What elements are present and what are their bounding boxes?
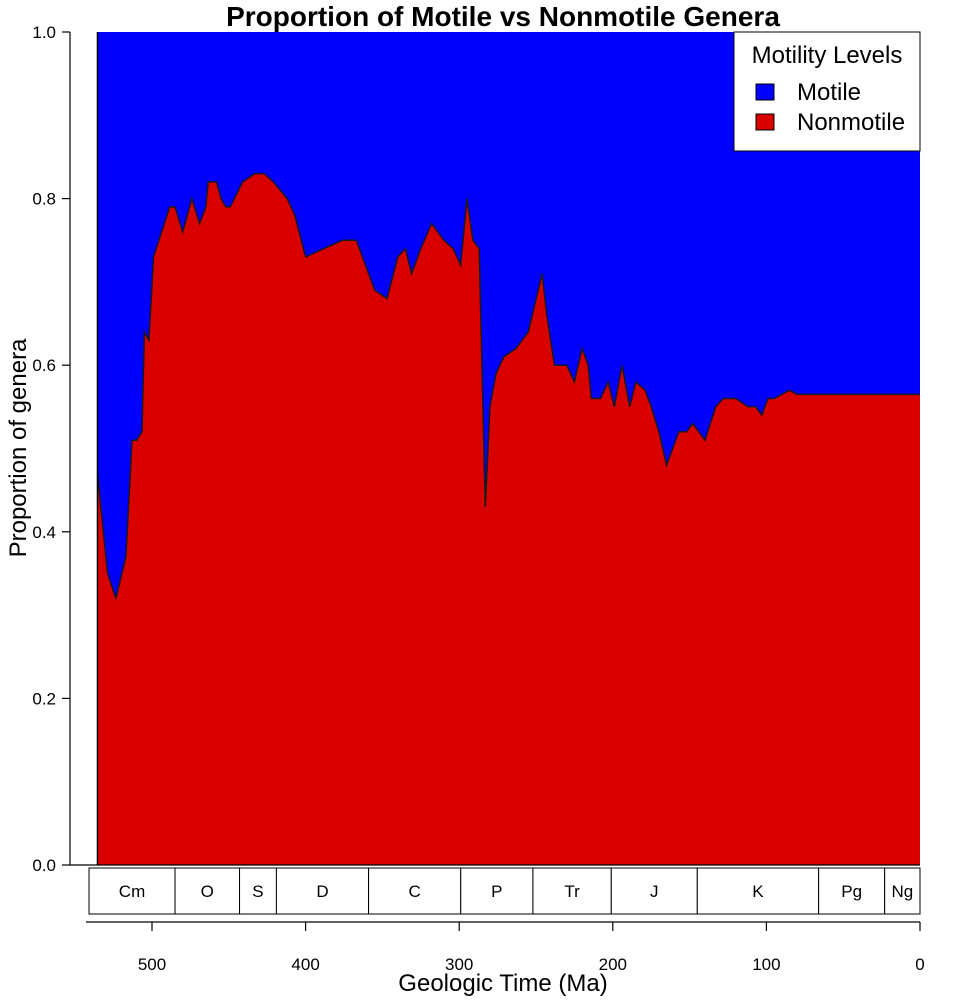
- period-box-pg: [818, 867, 886, 915]
- x-tick-label: 100: [752, 955, 780, 974]
- plot-area: [96, 32, 921, 866]
- legend: Motility Levels Motile Nonmotile: [733, 31, 921, 152]
- legend-swatch-motile: [755, 83, 775, 101]
- period-box-c: [368, 867, 462, 915]
- period-label: Tr: [564, 882, 580, 901]
- period-box-k: [696, 867, 820, 915]
- period-label: D: [316, 882, 328, 901]
- period-box-p: [460, 867, 534, 915]
- period-box-o: [174, 867, 241, 915]
- period-label: S: [252, 882, 263, 901]
- nonmotile-area: [97, 173, 921, 866]
- period-box-tr: [532, 867, 612, 915]
- y-tick-label: 0.0: [32, 856, 56, 875]
- period-box-j: [610, 867, 698, 915]
- period-box-d: [275, 867, 370, 915]
- y-axis-title: Proportion of genera: [5, 338, 32, 557]
- period-box-s: [239, 867, 277, 915]
- period-label: Pg: [841, 882, 862, 901]
- y-tick-label: 1.0: [32, 23, 56, 42]
- period-bar: Cm O S D C P Tr J K Pg Ng: [88, 867, 921, 915]
- y-tick-label: 0.6: [32, 356, 56, 375]
- period-label: Ng: [891, 882, 913, 901]
- legend-title: Motility Levels: [752, 42, 903, 69]
- x-tick-label: 300: [445, 955, 473, 974]
- period-label: O: [201, 882, 214, 901]
- period-label: Cm: [119, 882, 145, 901]
- y-tick-label: 0.4: [32, 523, 56, 542]
- x-tick-label: 500: [138, 955, 166, 974]
- y-tick-label: 0.2: [32, 689, 56, 708]
- period-label: K: [752, 882, 764, 901]
- chart-title: Proportion of Motile vs Nonmotile Genera: [226, 1, 780, 32]
- period-label: J: [650, 882, 659, 901]
- x-axis: 500 400 300 200 100 0: [86, 921, 925, 974]
- y-axis: 0.0 0.2 0.4 0.6 0.8 1.0: [32, 23, 920, 875]
- boundary-line: [96, 172, 920, 602]
- legend-label-motile: Motile: [797, 79, 861, 106]
- x-tick-label: 0: [915, 955, 924, 974]
- period-label: C: [409, 882, 421, 901]
- x-axis-title: Geologic Time (Ma): [398, 970, 607, 997]
- period-label: P: [491, 882, 502, 901]
- y-tick-label: 0.8: [32, 190, 56, 209]
- period-box-ng: [884, 867, 921, 915]
- x-tick-label: 400: [291, 955, 319, 974]
- x-tick-label: 200: [599, 955, 627, 974]
- legend-swatch-nonmotile: [755, 113, 775, 131]
- legend-label-nonmotile: Nonmotile: [797, 109, 905, 136]
- period-box-cm: [88, 867, 176, 915]
